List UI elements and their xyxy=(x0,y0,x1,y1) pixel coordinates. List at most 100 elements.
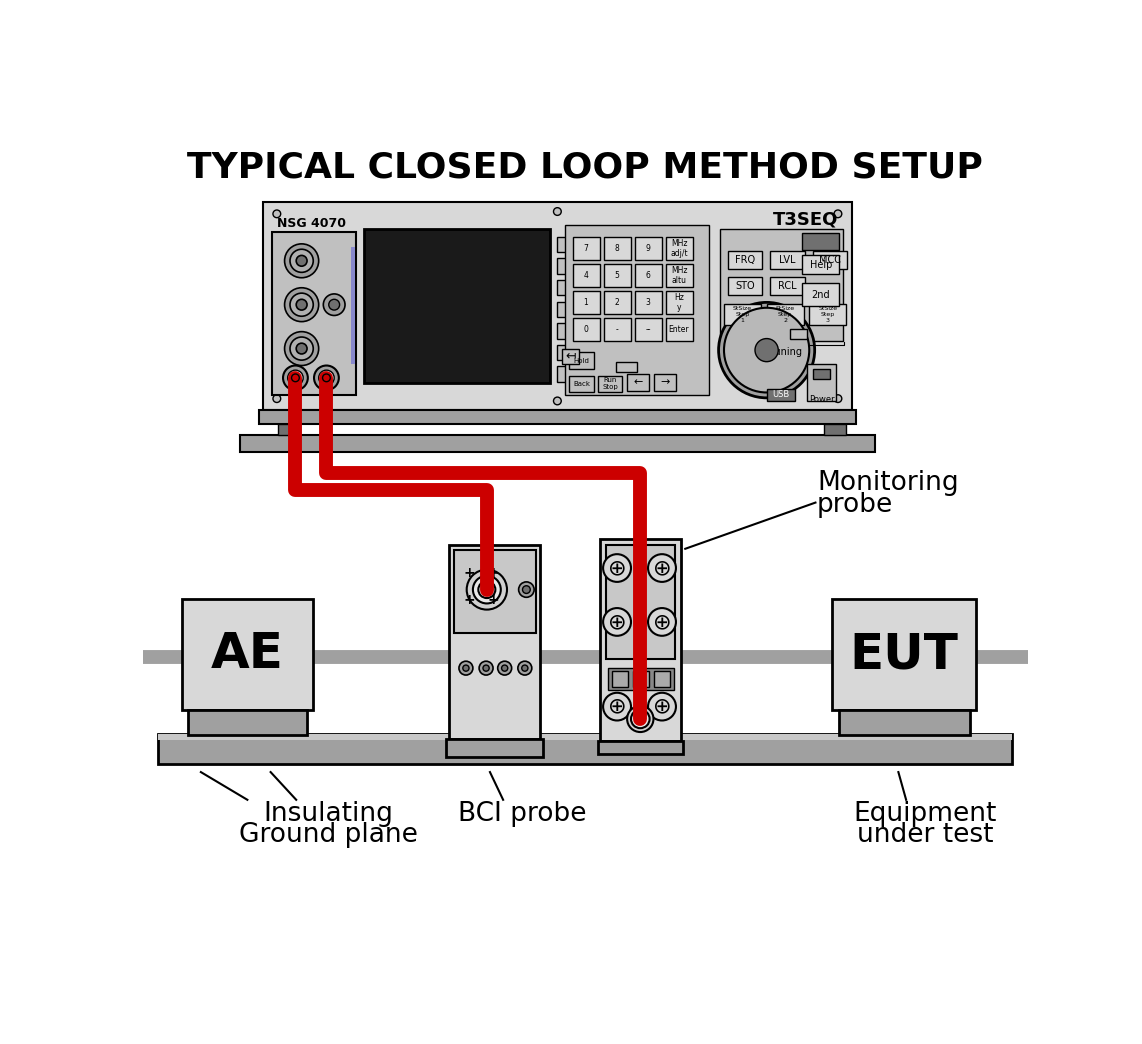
Circle shape xyxy=(638,716,643,721)
Circle shape xyxy=(648,608,676,636)
Bar xyxy=(616,362,637,372)
Circle shape xyxy=(284,332,319,365)
Bar xyxy=(612,671,628,687)
Text: Insulating: Insulating xyxy=(264,802,394,827)
Circle shape xyxy=(632,710,650,729)
Circle shape xyxy=(273,210,281,218)
Bar xyxy=(727,277,762,295)
Bar xyxy=(449,545,540,739)
Circle shape xyxy=(478,582,496,598)
Bar xyxy=(557,345,574,360)
Bar xyxy=(724,304,762,326)
Bar xyxy=(187,711,307,735)
Bar xyxy=(557,280,574,295)
Text: FRQ: FRQ xyxy=(734,255,755,265)
Bar xyxy=(557,366,574,382)
Circle shape xyxy=(484,588,489,592)
Text: Hz
y: Hz y xyxy=(674,292,684,312)
Circle shape xyxy=(755,338,778,361)
Bar xyxy=(279,424,300,434)
Circle shape xyxy=(288,371,303,385)
Bar xyxy=(604,317,632,341)
Bar xyxy=(766,304,804,326)
Circle shape xyxy=(290,293,313,316)
Bar xyxy=(803,256,839,274)
Bar xyxy=(352,247,355,364)
Text: ⊕: ⊕ xyxy=(653,696,671,716)
Text: ←: ← xyxy=(634,378,643,387)
Circle shape xyxy=(648,693,676,720)
Circle shape xyxy=(291,374,299,382)
Bar xyxy=(598,740,683,755)
Text: Enter: Enter xyxy=(669,325,690,334)
Circle shape xyxy=(284,288,319,322)
Bar xyxy=(263,203,852,410)
Text: 7: 7 xyxy=(584,244,588,253)
Bar xyxy=(569,353,594,370)
Text: Tuning: Tuning xyxy=(770,347,802,357)
Bar xyxy=(813,251,847,269)
Bar xyxy=(771,277,805,295)
Bar xyxy=(825,424,846,434)
Circle shape xyxy=(518,582,534,597)
Circle shape xyxy=(283,365,308,390)
Circle shape xyxy=(554,397,561,405)
Bar xyxy=(790,329,807,338)
Text: MCC: MCC xyxy=(819,255,842,265)
Circle shape xyxy=(517,661,532,675)
Circle shape xyxy=(501,665,508,671)
Text: ⊕: ⊕ xyxy=(653,612,671,632)
Bar xyxy=(565,226,708,395)
Bar xyxy=(604,291,632,314)
Text: 4: 4 xyxy=(584,271,588,280)
Text: +: + xyxy=(488,593,499,608)
Text: probe: probe xyxy=(817,492,893,518)
Text: MHz
altu: MHz altu xyxy=(670,266,687,285)
Text: STO: STO xyxy=(735,281,755,291)
Text: AE: AE xyxy=(211,631,284,679)
Bar xyxy=(721,230,843,341)
Text: StSize
Step
1: StSize Step 1 xyxy=(733,306,753,323)
Circle shape xyxy=(627,706,653,732)
Text: 9: 9 xyxy=(645,244,651,253)
Bar xyxy=(600,539,682,740)
Bar xyxy=(573,291,600,314)
Bar xyxy=(627,374,649,390)
Circle shape xyxy=(290,250,313,272)
Text: Power: Power xyxy=(809,395,835,404)
Bar xyxy=(604,264,632,287)
Circle shape xyxy=(648,554,676,582)
Bar xyxy=(562,349,579,364)
Circle shape xyxy=(459,661,473,675)
Text: Help: Help xyxy=(810,260,833,269)
Circle shape xyxy=(290,337,313,360)
Bar xyxy=(557,324,574,338)
Bar xyxy=(838,711,970,735)
Text: Hold: Hold xyxy=(573,358,589,364)
Circle shape xyxy=(323,294,345,315)
Circle shape xyxy=(463,665,469,671)
Text: 8: 8 xyxy=(614,244,619,253)
Bar xyxy=(272,232,356,395)
Bar xyxy=(766,388,795,401)
Circle shape xyxy=(523,586,530,593)
Circle shape xyxy=(329,300,339,310)
Circle shape xyxy=(724,308,810,393)
Text: MHz
adj/t: MHz adj/t xyxy=(670,239,687,258)
Circle shape xyxy=(498,661,512,675)
Circle shape xyxy=(319,371,335,385)
Circle shape xyxy=(834,395,842,403)
Circle shape xyxy=(296,256,307,266)
Bar xyxy=(259,410,855,424)
Text: +: + xyxy=(464,593,475,608)
Circle shape xyxy=(834,210,842,218)
Bar xyxy=(634,671,649,687)
Text: 5: 5 xyxy=(614,271,619,280)
Text: +: + xyxy=(488,566,499,579)
Bar xyxy=(557,302,574,317)
Bar xyxy=(771,251,805,269)
Circle shape xyxy=(480,661,493,675)
Bar xyxy=(635,237,662,260)
Bar xyxy=(810,304,846,326)
Circle shape xyxy=(322,374,330,382)
